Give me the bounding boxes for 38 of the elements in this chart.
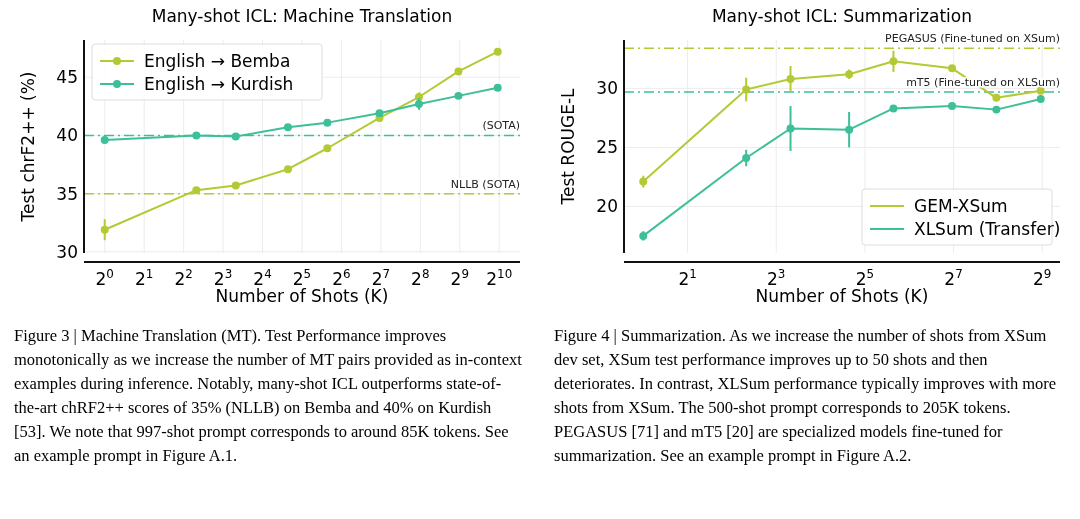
legend-label: XLSum (Transfer) (914, 219, 1061, 239)
chart-title: Many-shot ICL: Summarization (711, 6, 973, 26)
y-tick-label: 30 (56, 241, 78, 262)
y-tick-label: 45 (56, 67, 78, 88)
x-tick-label: 2$^{1}$ (678, 267, 697, 289)
legend-label: English → Kurdish (144, 74, 294, 94)
x-tick-label: 2$^{5}$ (855, 267, 875, 289)
y-tick-label: 30 (596, 78, 618, 99)
y-tick-label: 25 (596, 137, 618, 158)
x-tick-label: 2$^{8}$ (411, 267, 430, 289)
x-tick-label: 2$^{5}$ (292, 267, 312, 289)
legend-label: English → Bemba (144, 51, 291, 71)
caption: Figure 4 | Summarization. As we increase the number of shots from XSum dev set, XSum test performance improves up to 50 shots and then deteriorates. In contrast, XLSum performance typically improves with more shots from XSum. The 500-shot prompt corresponds to 205K tokens. PEGASUS [71] and mT5 [20] are specialized models fine-tuned for summarization. See an example prompt in Figure A.2. (554, 325, 1058, 467)
legend-label: GEM-XSum (914, 196, 1008, 216)
caption: Figure 3 | Machine Translation (MT). Test Performance improves monotonically as we increase the number of MT pairs provided as in-context examples during inference. Notably, many-shot ICL outperforms state-of-the-art chRF2++ scores of 35% (NLLB) on Bemba and 40% on Kurdish [53]. We note that 997-shot prompt corresponds to around 85K tokens. See an example prompt in Figure A.1. (14, 325, 523, 467)
ref-line-label: (SOTA) (482, 119, 520, 133)
x-tick-label: 2$^{10}$ (486, 267, 513, 289)
y-tick-label: 40 (56, 125, 78, 146)
x-axis-title: Number of Shots (K) (215, 286, 389, 306)
x-tick-label: 2$^{6}$ (332, 267, 351, 289)
x-tick-label: 2$^{7}$ (371, 267, 391, 289)
chart-title: Many-shot ICL: Machine Translation (151, 6, 453, 26)
x-tick-label: 2$^{0}$ (95, 267, 114, 289)
x-axis-title: Number of Shots (K) (755, 286, 929, 306)
x-tick-label: 2$^{7}$ (944, 267, 963, 289)
y-axis-title: Test chrF2++ (%) (18, 71, 38, 223)
x-tick-label: 2$^{9}$ (1033, 267, 1052, 289)
x-tick-label: 2$^{3}$ (213, 267, 233, 289)
x-tick-label: 2$^{3}$ (767, 267, 786, 289)
y-tick-label: 20 (596, 196, 618, 217)
x-tick-label: 2$^{9}$ (450, 267, 469, 289)
x-tick-label: 2$^{4}$ (253, 267, 272, 289)
x-tick-label: 2$^{2}$ (174, 267, 193, 289)
ref-line-label: NLLB (SOTA) (450, 177, 520, 191)
y-axis-title: Test ROUGE-L (558, 87, 578, 206)
y-tick-label: 35 (56, 183, 78, 204)
ref-line-label: PEGASUS (Fine-tuned on XSum) (885, 32, 1060, 46)
x-tick-label: 2$^{1}$ (134, 267, 154, 289)
